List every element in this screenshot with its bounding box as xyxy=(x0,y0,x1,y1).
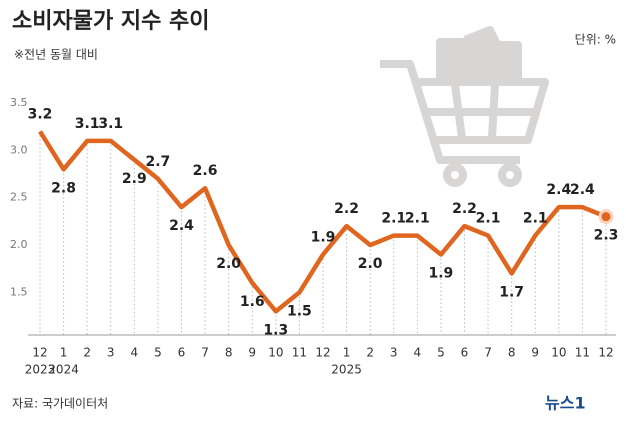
value-label: 2.1 xyxy=(381,211,406,227)
chart-title: 소비자물가 지수 추이 xyxy=(12,9,209,34)
x-tick-label: 12 xyxy=(32,346,47,360)
y-tick-label: 2.0 xyxy=(10,238,28,251)
x-tick-label: 5 xyxy=(154,346,162,360)
value-label: 2.4 xyxy=(570,182,595,198)
value-label: 1.9 xyxy=(429,266,454,282)
value-label: 2.4 xyxy=(169,218,194,234)
value-label: 2.6 xyxy=(193,163,218,179)
value-label: 2.3 xyxy=(594,228,619,244)
x-tick-label: 9 xyxy=(531,346,539,360)
y-tick-label: 3.5 xyxy=(10,96,28,109)
x-tick-label: 1 xyxy=(60,346,68,360)
y-tick-label: 1.5 xyxy=(10,285,28,298)
cart-icon xyxy=(380,26,549,187)
x-tick-label: 8 xyxy=(508,346,516,360)
y-tick-label: 3.0 xyxy=(10,143,28,156)
value-label: 2.1 xyxy=(476,211,501,227)
x-tick-label: 2 xyxy=(366,346,374,360)
year-label: 2023 xyxy=(25,363,56,377)
value-label: 2.0 xyxy=(216,256,241,272)
x-tick-label: 10 xyxy=(551,346,566,360)
x-tick-label: 5 xyxy=(437,346,445,360)
value-label: 1.6 xyxy=(240,294,265,310)
year-label: 2024 xyxy=(48,363,79,377)
value-label: 2.8 xyxy=(51,180,76,196)
value-label: 3.1 xyxy=(98,116,123,132)
value-label: 3.1 xyxy=(75,116,100,132)
subtitle: ※전년 동월 대비 xyxy=(14,48,98,62)
value-label: 1.3 xyxy=(263,322,288,338)
x-tick-label: 4 xyxy=(131,346,139,360)
x-tick-label: 12 xyxy=(598,346,613,360)
x-tick-label: 11 xyxy=(292,346,307,360)
value-label: 2.1 xyxy=(405,211,430,227)
x-tick-label: 2 xyxy=(83,346,91,360)
source: 자료: 국가데이터처 xyxy=(12,397,108,411)
x-tick-label: 9 xyxy=(248,346,256,360)
x-tick-label: 10 xyxy=(268,346,283,360)
y-tick-label: 2.5 xyxy=(10,191,28,204)
x-tick-label: 12 xyxy=(315,346,330,360)
x-tick-label: 1 xyxy=(343,346,351,360)
x-tick-label: 8 xyxy=(225,346,233,360)
x-tick-label: 4 xyxy=(414,346,422,360)
x-tick-label: 3 xyxy=(390,346,398,360)
data-line xyxy=(38,130,607,314)
x-tick-label: 6 xyxy=(461,346,469,360)
x-tick-label: 7 xyxy=(201,346,209,360)
value-label: 3.2 xyxy=(28,106,53,122)
value-label: 1.5 xyxy=(287,303,312,319)
x-tick-label: 6 xyxy=(178,346,186,360)
value-label: 2.7 xyxy=(146,154,171,170)
value-label: 1.9 xyxy=(311,230,336,246)
unit: 단위: % xyxy=(575,33,616,47)
end-marker xyxy=(598,209,614,225)
value-label: 2.2 xyxy=(452,201,477,217)
value-label: 1.7 xyxy=(499,284,524,300)
value-label: 2.4 xyxy=(546,182,571,198)
value-label: 2.0 xyxy=(358,256,383,272)
x-tick-label: 11 xyxy=(575,346,590,360)
x-tick-label: 3 xyxy=(107,346,115,360)
x-tick-label: 7 xyxy=(484,346,492,360)
value-label: 2.9 xyxy=(122,171,147,187)
logo: 뉴스1 xyxy=(545,394,586,413)
value-label: 2.1 xyxy=(523,211,548,227)
year-label: 2025 xyxy=(331,363,362,377)
value-label: 2.2 xyxy=(334,201,359,217)
